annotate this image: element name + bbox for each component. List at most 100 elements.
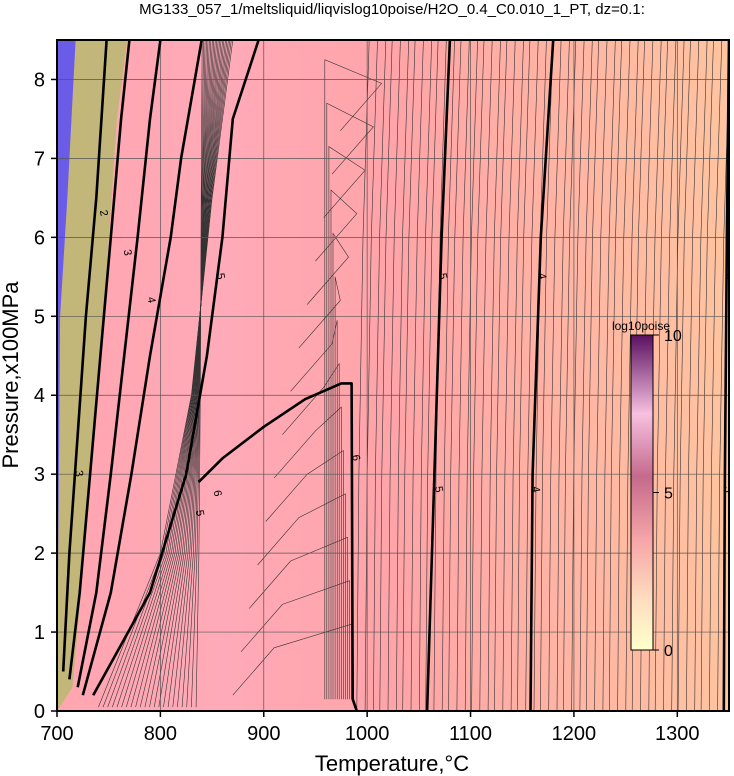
minor-contour-line [257, 493, 346, 700]
minor-contour-line [694, 40, 708, 711]
y-tick-label: 0 [34, 701, 45, 723]
minor-contour-line [456, 40, 470, 711]
minor-contour-line [410, 40, 424, 711]
minor-contour-line [709, 40, 723, 711]
colorbar-gradient [630, 334, 654, 651]
contour-label: 3 [721, 485, 734, 493]
y-axis-title: Pressure,x100MPa [0, 281, 23, 469]
contour-label: 3 [121, 249, 134, 257]
contour-line-2 [68, 40, 131, 680]
minor-contour-line [571, 40, 585, 711]
minor-contour-line [617, 40, 631, 711]
minor-contour-line [609, 40, 622, 711]
minor-contour-line [306, 232, 349, 700]
x-tick-label: 1300 [655, 723, 700, 745]
y-tick-label: 8 [34, 69, 45, 91]
minor-contour-line [479, 40, 493, 711]
colorbar-label: log10poise [612, 319, 670, 333]
contour-label: 3 [72, 470, 85, 478]
contour-label: 4 [144, 296, 157, 304]
minor-contour-line [324, 59, 383, 700]
plot-background [57, 40, 729, 711]
contour-label: 3 [723, 272, 734, 280]
minor-contour-line [586, 40, 599, 711]
contour-label: 5 [214, 272, 227, 280]
contour-line-4 [81, 40, 203, 696]
contour-line-5 [92, 40, 260, 696]
y-tick-label: 5 [34, 306, 45, 328]
minor-contour-line [240, 580, 350, 700]
minor-contour-line [671, 40, 685, 711]
contour-label: 4 [535, 272, 548, 280]
y-tick-label: 4 [34, 385, 45, 407]
x-tick-label: 1100 [449, 723, 492, 745]
y-tick-label: 1 [34, 622, 45, 644]
minor-contour-line [602, 40, 616, 711]
minor-contour-line [448, 40, 462, 711]
colorbar-tick-label: 5 [664, 486, 673, 503]
minor-contour-line [441, 40, 455, 711]
minor-contour-line [419, 40, 432, 711]
contour-label: 2 [97, 209, 110, 217]
minor-contour-line [298, 276, 341, 700]
minor-contour-line [402, 40, 416, 711]
minor-contour-line [373, 40, 387, 711]
y-tick-label: 3 [34, 464, 45, 486]
minor-contour-line [494, 40, 508, 711]
minor-contour-line [387, 40, 401, 711]
minor-contour-line [625, 40, 639, 711]
minor-contour-line [556, 40, 570, 711]
minor-contour-line [654, 40, 668, 711]
minor-contour-line [525, 40, 539, 711]
minor-contour-line [425, 40, 439, 711]
minor-contour-line [677, 40, 691, 711]
x-tick-label: 800 [144, 723, 177, 745]
x-tick-label: 1000 [345, 723, 390, 745]
chart-title: MG133_057_1/meltsliquid/liqvislog10poise… [139, 1, 645, 18]
olive-band [57, 40, 128, 711]
minor-contour-line [364, 40, 378, 711]
colorbar-ticks: 0 5 10 [653, 328, 682, 660]
minor-contour-line [471, 40, 485, 711]
x-tick-label: 700 [40, 723, 73, 745]
contour-label: 6 [349, 454, 362, 462]
x-axis-title: Temperature,°C [315, 751, 469, 776]
minor-contour-line [594, 40, 608, 711]
minor-contour-line [396, 40, 409, 711]
minor-contour-line [282, 362, 340, 700]
minor-contour-line [249, 536, 348, 700]
y-tick-label: 7 [34, 148, 45, 170]
minor-contour-line [265, 449, 344, 700]
contour-label: 5 [193, 509, 206, 517]
minor-contour-line [700, 40, 714, 711]
minor-contour-line [563, 40, 577, 711]
colorbar-tick-label: 10 [664, 328, 682, 345]
minor-contour-line [517, 40, 531, 711]
minor-contour-line [686, 40, 700, 711]
contour-labels: 6 6 5 5 5 5 4 4 3 3 4 3 2 3 [72, 209, 734, 517]
contour-line-3 [76, 40, 162, 688]
minor-contour-line [379, 40, 393, 711]
x-axis: 700 800 900 1000 1100 1200 1300 [40, 711, 700, 745]
major-contour-lines [61, 40, 729, 711]
contour-line-1 [61, 40, 108, 672]
plot-frame [56, 39, 730, 712]
blue-band [57, 40, 76, 711]
contour-line-5 [425, 40, 452, 711]
plot-area: 6 6 5 5 5 5 4 4 3 3 4 3 2 3 [57, 40, 734, 711]
minor-contour-line [356, 40, 370, 711]
minor-contour-line [663, 40, 677, 711]
contour-label: 4 [529, 485, 542, 493]
minor-contour-line [579, 40, 593, 711]
minor-contour-line [548, 40, 562, 711]
contour-label: 6 [211, 489, 224, 497]
contour-label: 5 [432, 485, 445, 493]
contour-line-3 [722, 40, 729, 711]
y-tick-label: 2 [34, 543, 45, 565]
y-axis: 0 1 2 3 4 5 6 7 8 [34, 69, 57, 723]
colorbar: log10poise 0 5 10 [612, 319, 682, 660]
colorbar-tick-label: 0 [664, 643, 673, 660]
contour-line-4 [529, 40, 555, 711]
minor-contour-line [540, 40, 554, 711]
